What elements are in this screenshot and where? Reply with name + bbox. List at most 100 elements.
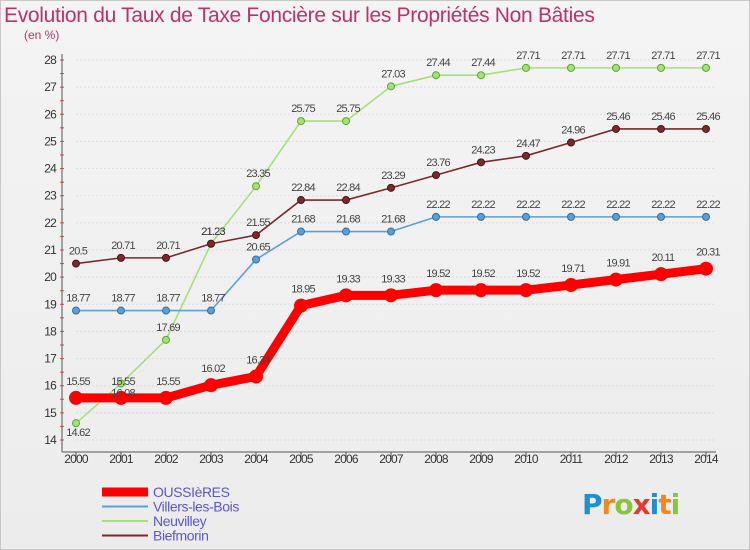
data-point [432,212,440,221]
legend-label: Biefmorin [153,528,209,544]
data-point [69,390,83,405]
data-point [297,117,305,126]
data-point [294,298,308,313]
y-tick-label: 20 [44,270,57,284]
chart-subtitle: (en %) [24,28,60,42]
data-point [387,227,395,236]
logo-letter: o [614,488,633,521]
data-point [474,283,488,298]
data-label: 15.55 [156,376,180,388]
data-point [117,306,125,315]
data-label: 18.77 [66,293,90,305]
data-label: 15.55 [66,376,90,388]
data-label: 20.11 [652,252,675,264]
data-label: 18.77 [156,293,180,305]
data-point [252,231,260,240]
data-point [117,379,125,388]
data-point [702,63,710,72]
legend-label: OUSSIèRES [153,484,230,500]
x-tick-label: 2010 [514,452,539,466]
data-label: 23.35 [246,168,270,180]
data-point [207,306,215,315]
data-point [252,255,260,264]
data-point [297,196,305,205]
data-point [702,212,710,221]
y-tick-label: 23 [44,189,57,203]
data-point [342,117,350,126]
data-label: 27.71 [696,50,720,62]
data-point [522,151,530,160]
data-point [657,212,665,221]
data-label: 16.08 [111,388,135,400]
x-tick-label: 2004 [244,452,269,466]
data-label: 14.62 [66,427,90,439]
chart-title: Evolution du Taux de Taxe Foncière sur l… [4,4,595,27]
data-label: 21.55 [246,217,270,229]
legend: OUSSIèRESVillers-les-BoisNeuvilleyBiefmo… [102,484,240,544]
data-point [162,253,170,262]
proxiti-logo: Proxiti [582,488,680,521]
data-label: 27.44 [426,57,450,69]
data-label: 25.75 [291,103,315,115]
y-tick-label: 19 [44,297,57,311]
data-point [387,82,395,91]
x-tick-label: 2006 [334,452,359,466]
data-label: 27.71 [561,50,585,62]
data-point [297,227,305,236]
data-label: 18.77 [111,293,135,305]
data-label: 25.46 [696,111,720,123]
y-tick-label: 25 [44,134,57,148]
data-label: 27.03 [381,68,405,80]
data-label: 21.68 [381,214,405,226]
logo-letter: t [658,488,671,521]
data-point [72,259,80,268]
data-label: 22.22 [651,199,675,211]
y-tick-label: 28 [44,53,57,67]
data-point [657,63,665,72]
data-point [162,335,170,344]
y-tick-label: 15 [44,406,57,420]
data-label: 18.77 [201,293,225,305]
y-tick-label: 16 [44,379,57,393]
x-tick-label: 2000 [64,452,89,466]
data-point [339,288,353,303]
data-label: 19.52 [471,268,495,280]
data-point [342,196,350,205]
data-label: 20.71 [156,240,180,252]
data-label: 18.95 [291,284,315,296]
data-point [342,227,350,236]
data-label: 21.23 [201,226,225,238]
data-point [72,419,80,428]
x-tick-label: 2002 [154,452,179,466]
data-label: 27.71 [651,50,675,62]
data-label: 17.69 [156,322,180,334]
logo-letter: i [649,488,660,521]
data-point [477,212,485,221]
x-tick-label: 2008 [424,452,449,466]
data-point [387,183,395,192]
data-label: 22.22 [426,199,450,211]
data-point [159,390,173,405]
data-label: 22.22 [516,199,540,211]
data-label: 21.23 [201,226,225,238]
data-label: 22.84 [291,182,315,194]
y-tick-label: 21 [44,243,57,257]
y-tick-label: 17 [44,352,57,366]
data-point [564,278,578,293]
data-label: 21.68 [291,214,315,226]
x-tick-label: 2003 [199,452,224,466]
data-label: 16.34 [246,354,270,366]
data-label: 27.44 [471,57,495,69]
data-point [654,267,668,282]
data-point [207,239,215,248]
data-point [519,283,533,298]
data-label: 23.76 [426,157,450,169]
data-label: 20.65 [246,242,270,254]
data-point [522,63,530,72]
x-tick-label: 2013 [649,452,674,466]
x-tick-label: 2014 [694,452,719,466]
data-point [609,272,623,287]
data-point [252,182,260,191]
data-point [567,63,575,72]
logo-letter: r [601,488,616,521]
